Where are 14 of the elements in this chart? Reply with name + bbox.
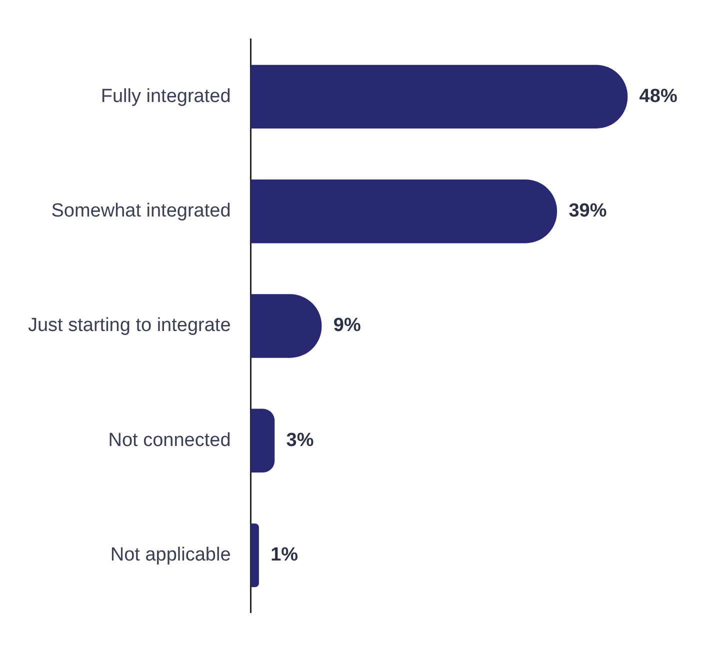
data-label: 9% <box>333 315 361 336</box>
data-label: 3% <box>286 430 314 451</box>
data-label: 48% <box>639 86 678 107</box>
y-tick-label: Not connected <box>108 430 231 451</box>
bar <box>250 64 628 129</box>
y-tick-label: Not applicable <box>110 544 231 566</box>
data-label: 39% <box>568 200 607 222</box>
bar <box>250 408 275 472</box>
bar <box>250 523 259 588</box>
data-label: 1% <box>270 544 298 566</box>
y-tick-label: Fully integrated <box>100 86 231 107</box>
y-tick-label: Somewhat integrated <box>51 200 231 222</box>
bar <box>250 180 558 244</box>
y-tick-label: Just starting to integrate <box>28 315 231 336</box>
